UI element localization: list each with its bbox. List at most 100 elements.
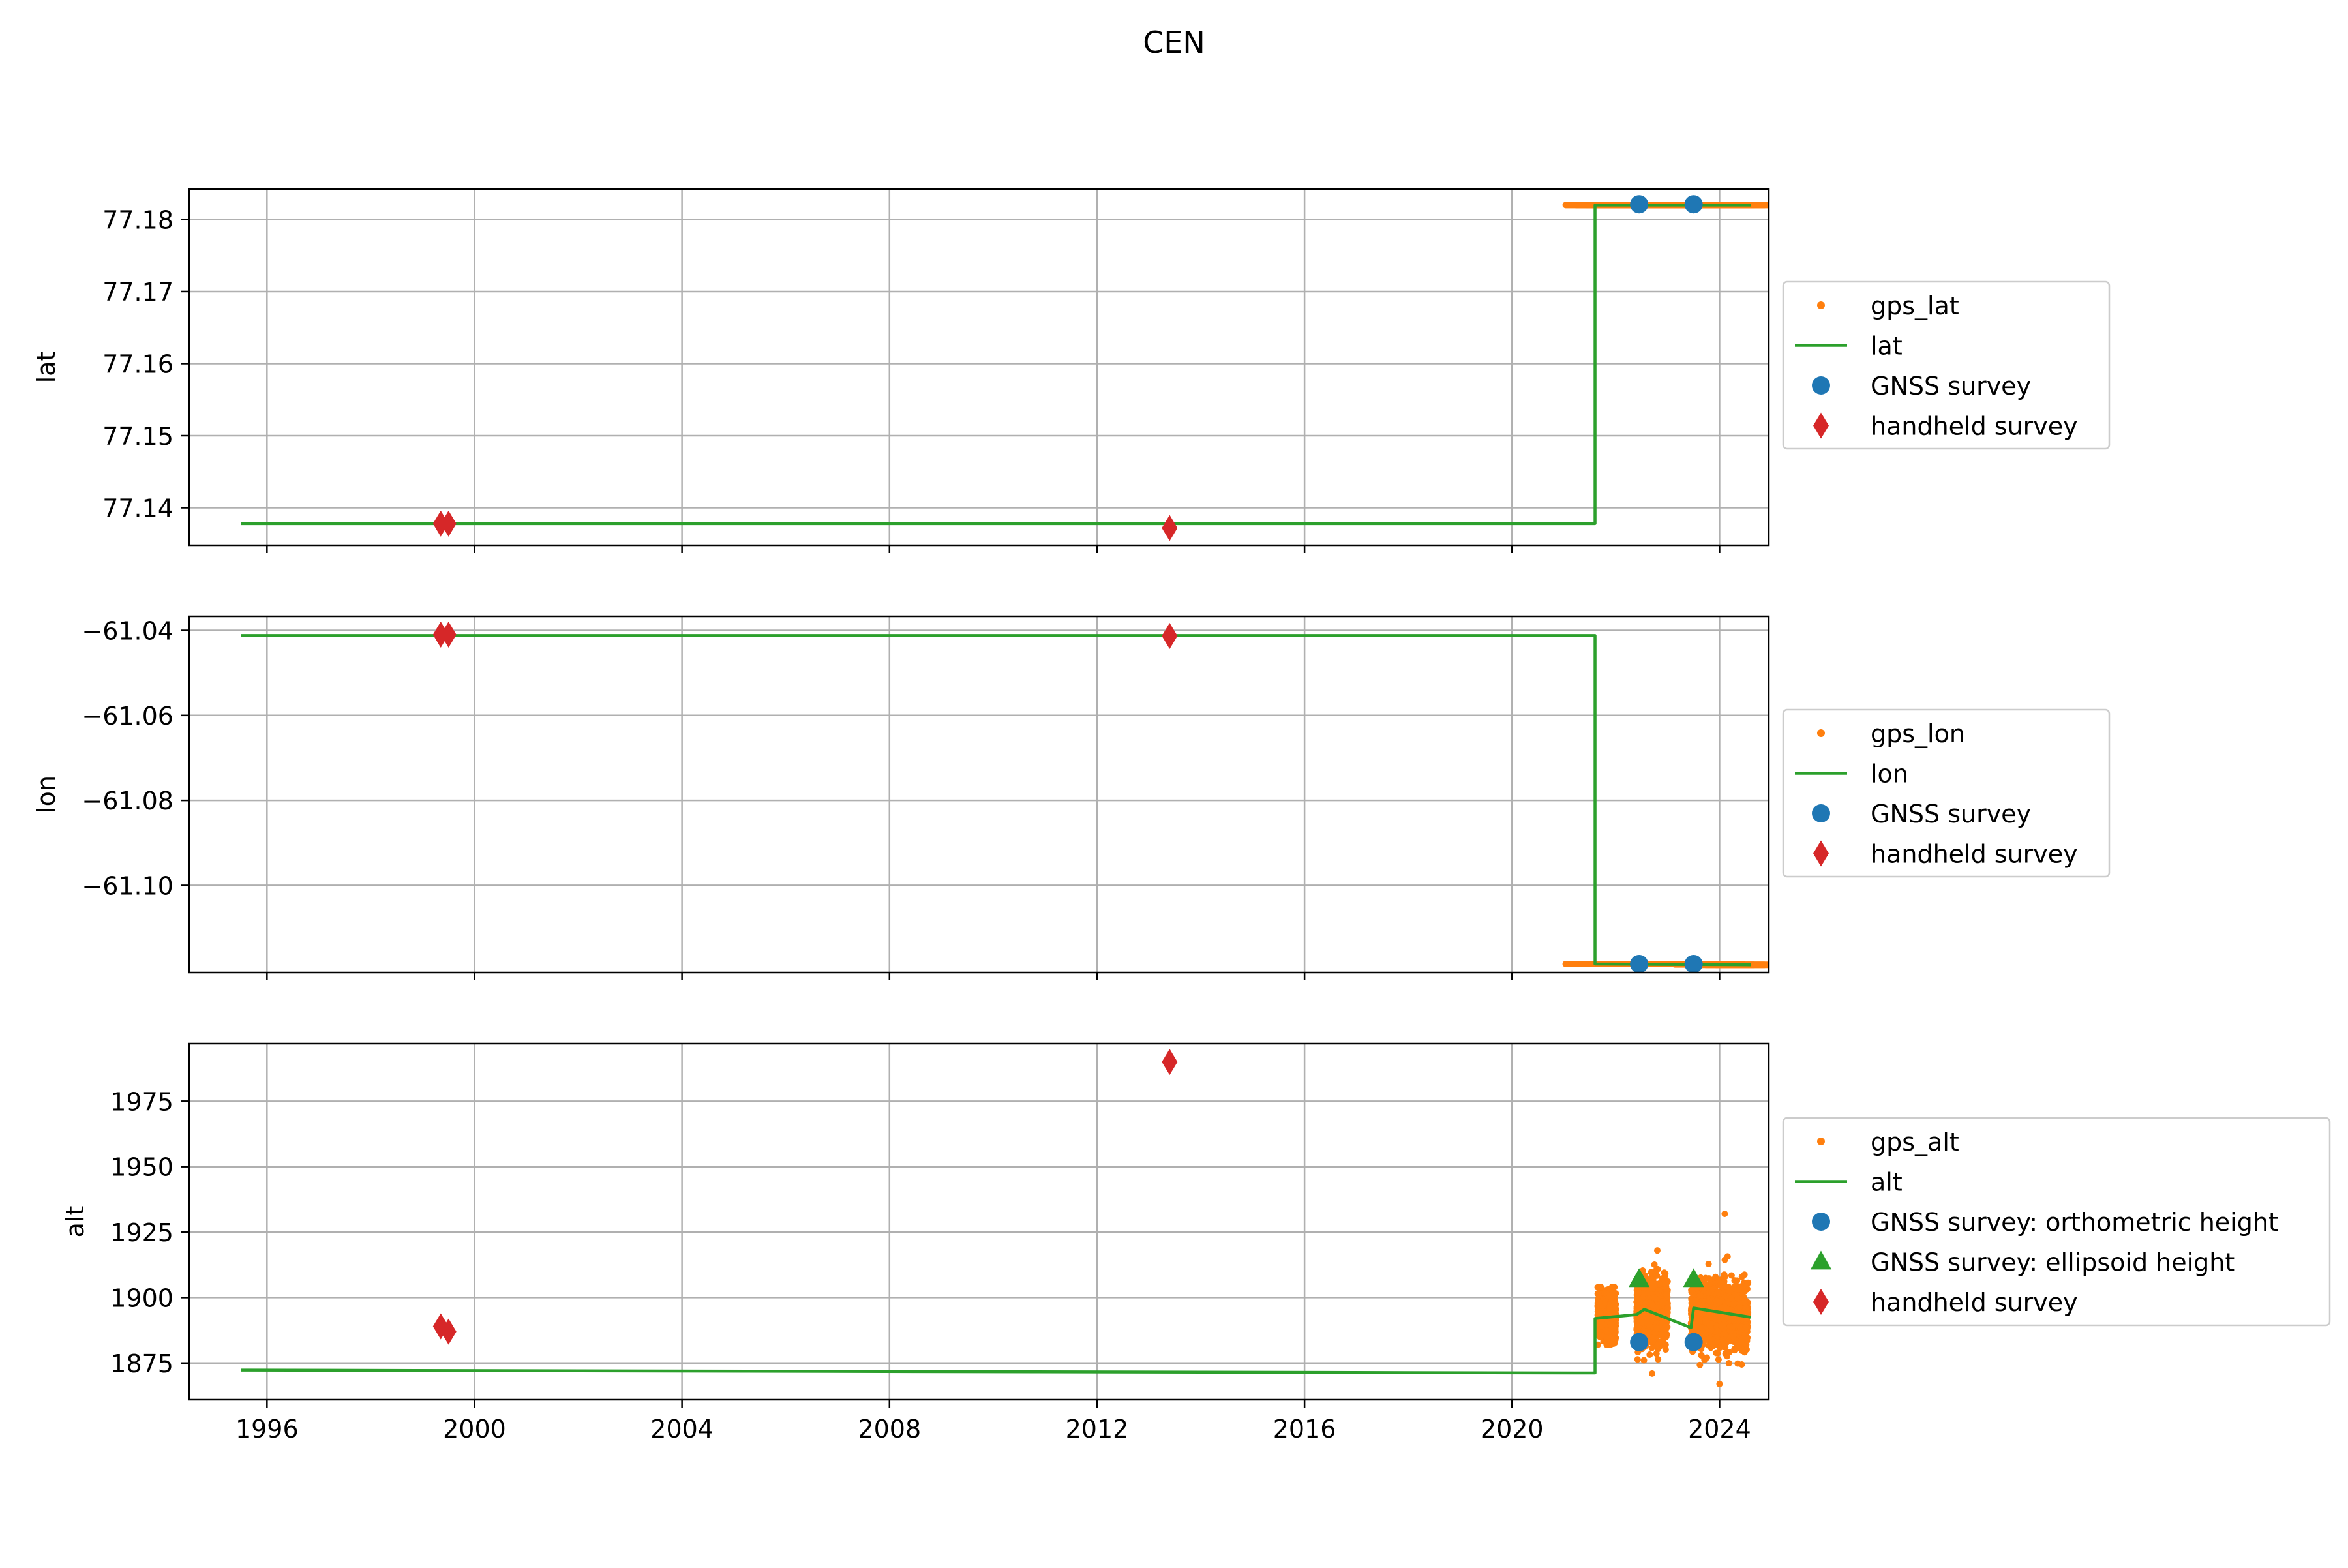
legend-frame: [1782, 708, 2111, 878]
gps-point: [1648, 1285, 1655, 1292]
gps-point: [1714, 1289, 1721, 1296]
gps-point: [1655, 1303, 1662, 1310]
gps-point: [1741, 1297, 1749, 1304]
gps-point: [1716, 1344, 1723, 1351]
gps-point: [1738, 1335, 1745, 1342]
gps-point: [1650, 1314, 1657, 1321]
gps-point: [1662, 1341, 1669, 1348]
axes-frame: [188, 188, 1770, 547]
gps-point: [1728, 1272, 1735, 1279]
legend-marker-circle: [1812, 376, 1830, 395]
gps-point: [1654, 1341, 1661, 1348]
gps-point: [1715, 1356, 1722, 1363]
y-axis-label: lat: [32, 352, 61, 384]
gps-point: [1729, 1286, 1736, 1293]
handheld-survey-marker: [1162, 515, 1178, 541]
gps-point: [1726, 1306, 1734, 1314]
x-tick-label: 2012: [1066, 1415, 1129, 1443]
legend-label: alt: [1871, 1168, 1903, 1197]
gps-point: [1598, 1319, 1605, 1326]
y-tick-label: −61.04: [82, 617, 173, 646]
gps-point: [1696, 1361, 1704, 1368]
x-tick-label: 2020: [1481, 1415, 1544, 1443]
gps-point: [1717, 1280, 1724, 1288]
x-tick-label: 2016: [1273, 1415, 1336, 1443]
gps-point: [1709, 1314, 1717, 1321]
handheld-survey-marker: [1162, 1049, 1178, 1076]
legend-label: GNSS survey: [1871, 372, 2031, 400]
legend-marker-point: [1817, 301, 1825, 309]
gps-point: [1724, 1253, 1731, 1260]
gps-point: [1640, 1357, 1648, 1364]
gps-point: [1633, 1326, 1640, 1333]
gnss-ellipsoid-marker: [1683, 1268, 1704, 1288]
gps-point: [1597, 1310, 1604, 1317]
gps-point: [1717, 1304, 1724, 1312]
gps-point: [1595, 1299, 1603, 1306]
gps-point: [1599, 1332, 1606, 1339]
gps-point: [1724, 1353, 1731, 1360]
gps-point: [1721, 1210, 1728, 1217]
gps-point: [1716, 1380, 1723, 1387]
legend-marker-circle: [1812, 1213, 1830, 1231]
legend-label: gps_lat: [1871, 292, 1959, 320]
axes-frame: [188, 615, 1770, 974]
gps-point: [1734, 1295, 1741, 1302]
gps-point: [1662, 1270, 1669, 1277]
gps-point: [1698, 1324, 1706, 1331]
gps-point: [1604, 1327, 1611, 1334]
gps-point: [1612, 1290, 1619, 1297]
y-tick-label: 1950: [110, 1153, 173, 1182]
legend-label: handheld survey: [1871, 840, 2078, 869]
y-tick-label: 77.16: [102, 350, 173, 378]
gps-point: [1702, 1274, 1709, 1282]
gps-point: [1728, 1295, 1735, 1302]
gps-point: [1734, 1360, 1741, 1367]
gps-point: [1727, 1323, 1734, 1331]
gps-point: [1716, 1297, 1723, 1304]
series-line-lat: [241, 204, 1751, 526]
legend-marker-point: [1817, 1138, 1825, 1145]
gps-point: [1731, 1277, 1738, 1284]
y-axis-label: lon: [32, 776, 61, 813]
gps-point: [1655, 1356, 1662, 1363]
gnss-survey-marker: [1630, 195, 1649, 214]
gps-point: [1649, 1370, 1656, 1377]
gps-point: [1705, 1289, 1712, 1296]
gps-point: [1702, 1318, 1709, 1325]
gps-point: [1634, 1356, 1641, 1363]
gps-point: [1720, 1324, 1727, 1331]
legend-marker-triangle: [1810, 1250, 1832, 1270]
gps-point: [1659, 1308, 1666, 1316]
legend-marker-diamond: [1813, 840, 1829, 867]
y-tick-label: 77.18: [102, 205, 173, 234]
legend-marker-point: [1817, 729, 1825, 737]
legend-label: GNSS survey: ellipsoid height: [1871, 1248, 2235, 1277]
gnss-survey-marker: [1684, 195, 1703, 214]
gps-point: [1729, 1301, 1736, 1308]
gps-point: [1738, 1323, 1745, 1330]
gps-point: [1659, 1298, 1666, 1305]
handheld-survey-marker: [440, 622, 457, 648]
x-tick-label: 2000: [443, 1415, 506, 1443]
gps-point: [1606, 1305, 1614, 1312]
gps-point: [1653, 1247, 1661, 1254]
x-tick-label: 1996: [235, 1415, 299, 1443]
axes-frame: [188, 1042, 1770, 1401]
gnss-survey-marker: [1684, 1333, 1703, 1351]
gps-point: [1713, 1349, 1720, 1357]
y-tick-label: 1900: [110, 1284, 173, 1312]
gps-point: [1611, 1304, 1618, 1311]
subplot-alt: 1875 1900 1925 1950 1975 1996 2000 2004 2008 2012…: [61, 1042, 2331, 1443]
data-layer: [241, 1049, 1752, 1387]
x-tick-label: 2008: [858, 1415, 921, 1443]
gps-point: [1688, 1300, 1695, 1307]
gps-point: [1634, 1290, 1642, 1297]
legend-label: GNSS survey: [1871, 800, 2031, 828]
data-layer: [241, 622, 1769, 972]
gps-point: [1721, 1340, 1728, 1348]
